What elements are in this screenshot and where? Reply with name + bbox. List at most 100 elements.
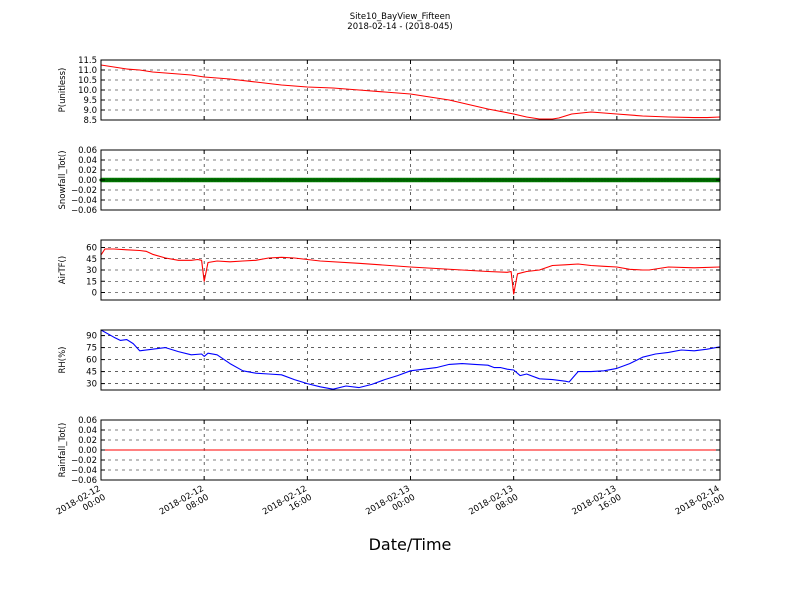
data-point [309, 178, 313, 182]
data-point [615, 178, 619, 182]
data-point [198, 178, 202, 182]
data-point [534, 178, 538, 182]
data-point [366, 178, 370, 182]
data-point [540, 178, 544, 182]
data-point [114, 178, 118, 182]
data-point [204, 178, 208, 182]
y-axis-label: Snowfall_Tot() [58, 150, 68, 209]
data-point [162, 178, 166, 182]
data-point [303, 178, 307, 182]
data-point [678, 178, 682, 182]
y-tick-label: 0.06 [78, 416, 97, 426]
data-point [399, 178, 403, 182]
data-point [126, 178, 130, 182]
y-tick-label: 0.04 [78, 426, 97, 436]
data-point [375, 178, 379, 182]
y-tick-label: −0.06 [71, 476, 97, 486]
data-point [669, 178, 673, 182]
data-point [666, 178, 670, 182]
data-point [597, 178, 601, 182]
y-tick-label: −0.04 [71, 466, 97, 476]
y-axis-label: RH(%) [58, 346, 68, 373]
y-tick-label: −0.04 [71, 196, 97, 206]
data-point [432, 178, 436, 182]
data-point [660, 178, 664, 182]
data-point [174, 178, 178, 182]
y-tick-label: 0.06 [78, 146, 97, 156]
data-point [234, 178, 238, 182]
y-tick-label: 0.02 [78, 436, 97, 446]
data-point [384, 178, 388, 182]
x-axis-label: Date/Time [369, 535, 452, 554]
data-point [600, 178, 604, 182]
data-point [276, 178, 280, 182]
data-point [648, 178, 652, 182]
data-point [312, 178, 316, 182]
data-point [147, 178, 151, 182]
data-point [564, 178, 568, 182]
data-point [567, 178, 571, 182]
data-point [453, 178, 457, 182]
data-point [483, 178, 487, 182]
data-point [270, 178, 274, 182]
data-point [495, 178, 499, 182]
data-point [486, 178, 490, 182]
data-point [129, 178, 133, 182]
data-point [168, 178, 172, 182]
data-point [381, 178, 385, 182]
data-point [531, 178, 535, 182]
data-point [297, 178, 301, 182]
data-point [138, 178, 142, 182]
data-point [438, 178, 442, 182]
y-tick-label: 90 [86, 332, 97, 342]
data-point [609, 178, 613, 182]
data-point [405, 178, 409, 182]
y-tick-label: 9.5 [83, 96, 97, 106]
data-point [414, 178, 418, 182]
data-point [222, 178, 226, 182]
y-tick-label: 0.00 [78, 446, 97, 456]
data-point [576, 178, 580, 182]
data-point [282, 178, 286, 182]
data-point [633, 178, 637, 182]
data-point [219, 178, 223, 182]
data-point [681, 178, 685, 182]
data-point [684, 178, 688, 182]
chart-title-line1: Site10_BayView_Fifteen [350, 12, 451, 22]
chart-title-line2: 2018-02-14 - (2018-045) [347, 22, 452, 32]
y-tick-label: 11.0 [78, 66, 97, 76]
data-point [411, 178, 415, 182]
data-point [693, 178, 697, 182]
data-point [444, 178, 448, 182]
data-point [498, 178, 502, 182]
data-point [210, 178, 214, 182]
y-tick-label: 60 [86, 244, 97, 254]
y-tick-label: 8.5 [83, 116, 97, 126]
data-point [348, 178, 352, 182]
data-point [108, 178, 112, 182]
panel-1: 11.511.010.510.09.59.08.5 P(unitless) [58, 56, 721, 126]
series-3-line [100, 248, 721, 295]
data-point [606, 178, 610, 182]
data-point [258, 178, 262, 182]
x-axis-ticks: 2018-02-1200:00 2018-02-1208:00 2018-02-12… [55, 484, 727, 526]
data-point [117, 178, 121, 182]
data-point [636, 178, 640, 182]
data-point [423, 178, 427, 182]
data-point [150, 178, 154, 182]
data-point [696, 178, 700, 182]
data-point [435, 178, 439, 182]
data-point [252, 178, 256, 182]
data-point [474, 178, 478, 182]
y-tick-label: −0.02 [71, 456, 97, 466]
data-point [690, 178, 694, 182]
data-point [225, 178, 229, 182]
data-point [570, 178, 574, 182]
data-point [135, 178, 139, 182]
series-1-line [100, 64, 721, 120]
data-point [120, 178, 124, 182]
data-point [624, 178, 628, 182]
data-point [195, 178, 199, 182]
data-point [708, 178, 712, 182]
x-tick-label: 2018-02-1216:00 [261, 484, 314, 526]
